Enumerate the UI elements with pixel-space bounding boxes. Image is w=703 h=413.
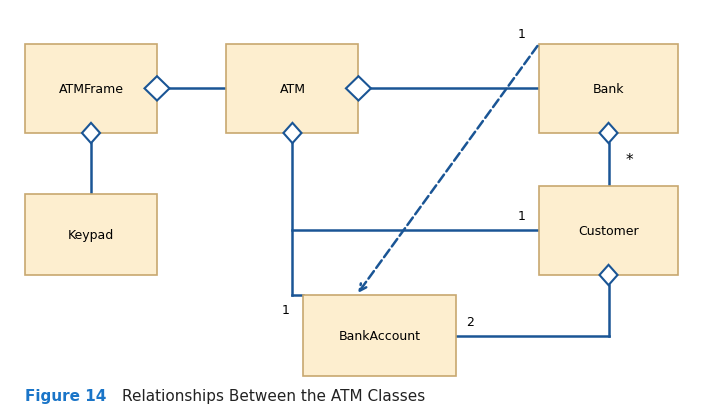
Text: 2: 2 xyxy=(465,315,474,328)
Text: Relationships Between the ATM Classes: Relationships Between the ATM Classes xyxy=(122,388,425,403)
Polygon shape xyxy=(346,77,371,101)
Polygon shape xyxy=(82,123,100,144)
Text: BankAccount: BankAccount xyxy=(338,330,420,342)
Text: Figure 14: Figure 14 xyxy=(25,388,106,403)
Text: 1: 1 xyxy=(517,210,526,223)
Text: 1: 1 xyxy=(517,28,526,40)
FancyBboxPatch shape xyxy=(25,195,157,275)
FancyBboxPatch shape xyxy=(539,186,678,275)
FancyBboxPatch shape xyxy=(303,296,456,377)
Polygon shape xyxy=(600,265,617,285)
Polygon shape xyxy=(600,123,617,144)
Text: ATM: ATM xyxy=(280,83,305,96)
Text: *: * xyxy=(626,152,633,167)
FancyBboxPatch shape xyxy=(539,45,678,134)
Polygon shape xyxy=(145,77,169,101)
Text: Bank: Bank xyxy=(593,83,624,96)
Text: ATMFrame: ATMFrame xyxy=(58,83,124,96)
Text: Customer: Customer xyxy=(578,224,639,237)
Text: Keypad: Keypad xyxy=(68,228,114,241)
Text: 1: 1 xyxy=(282,304,290,317)
FancyBboxPatch shape xyxy=(226,45,359,134)
FancyBboxPatch shape xyxy=(25,45,157,134)
Polygon shape xyxy=(283,123,302,144)
